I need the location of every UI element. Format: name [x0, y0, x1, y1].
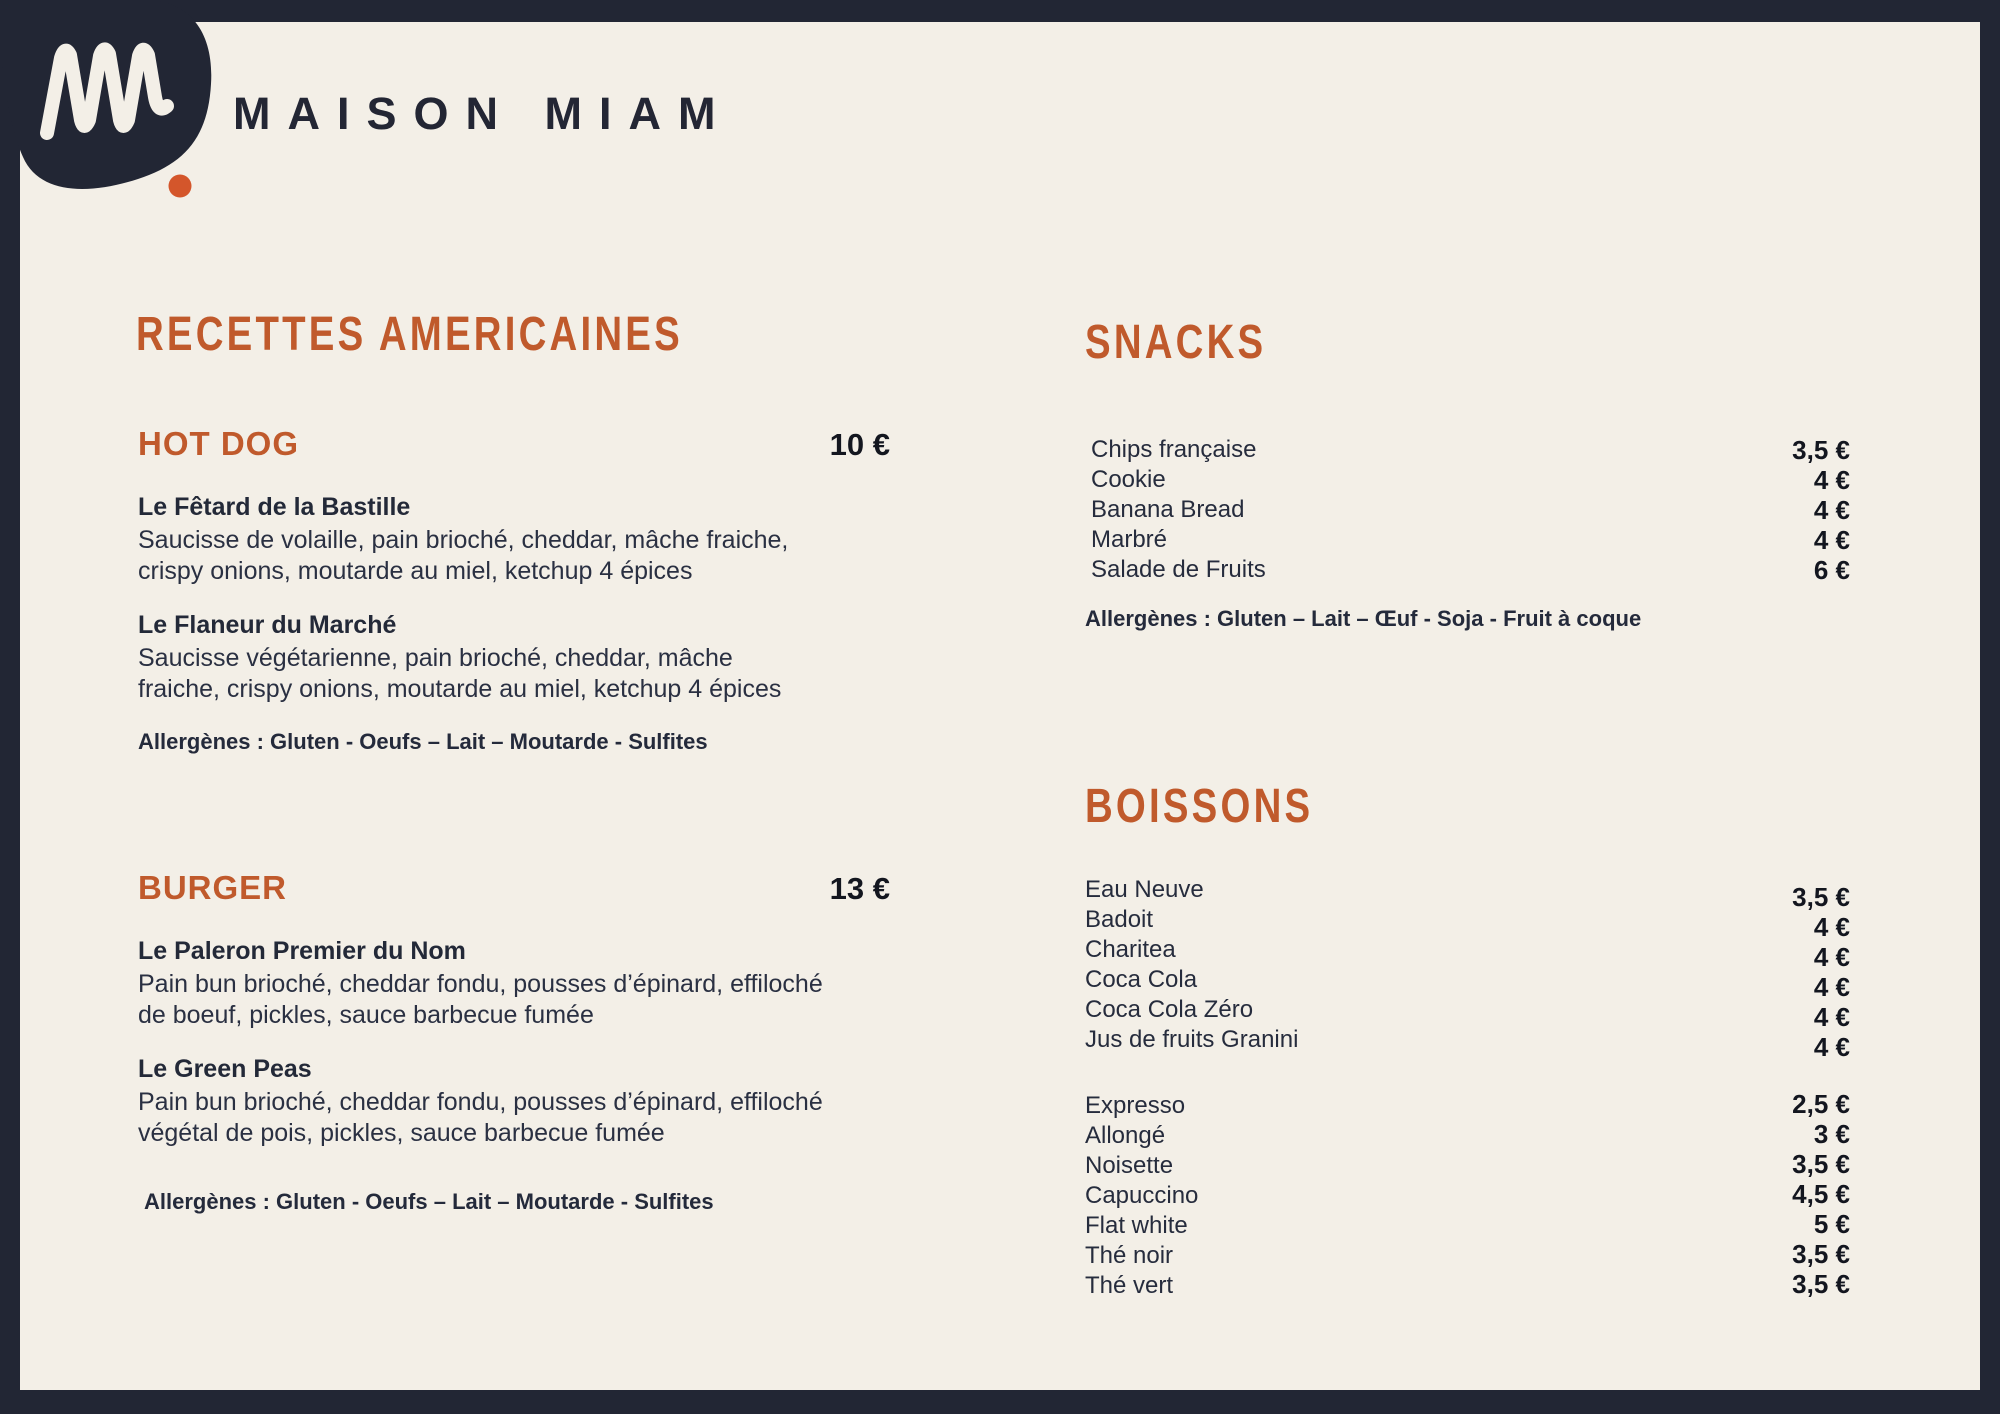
burger-heading: BURGER	[138, 869, 288, 906]
list-item: Noisette 3,5 €	[1085, 1150, 1850, 1180]
hot-dog-allergens: Allergènes : Gluten - Oeufs – Lait – Mou…	[138, 729, 708, 754]
item-price: 4 €	[1813, 525, 1850, 555]
snacks-group: SNACKS Chips française 3,5 € Cookie 4 € …	[1085, 316, 1850, 632]
list-item: Banana Bread 4 €	[1085, 494, 1850, 525]
dish-paleron: Le Paleron Premier du Nom Pain bun brioc…	[138, 937, 890, 1031]
item-price: 4 €	[1813, 972, 1850, 1002]
item-price: 4 €	[1813, 465, 1850, 495]
item-name: Eau Neuve	[1085, 876, 1204, 903]
item-name: Jus de fruits Granini	[1085, 1026, 1299, 1053]
item-price: 4 €	[1813, 912, 1850, 942]
item-name: Badoit	[1085, 906, 1154, 933]
item-name: Noisette	[1085, 1152, 1174, 1179]
menu-sheet	[20, 22, 1980, 1390]
logo-blob	[0, 0, 212, 189]
item-price: 5 €	[1813, 1209, 1850, 1239]
item-price: 4 €	[1813, 942, 1850, 972]
brand-squiggle-icon	[40, 42, 174, 140]
dish-name: Le Paleron Premier du Nom	[138, 937, 466, 965]
list-item: Chips française 3,5 €	[1085, 434, 1850, 465]
dish-name: Le Green Peas	[138, 1055, 312, 1083]
brand-dot-icon	[168, 174, 192, 198]
list-item: Coca Cola 4 €	[1085, 964, 1850, 1002]
brand-name: MAISON MIAM	[233, 88, 733, 139]
item-price: 3,5 €	[1792, 1239, 1850, 1269]
item-price: 3 €	[1813, 1119, 1850, 1149]
item-price: 4 €	[1813, 1032, 1850, 1062]
dish-description: Pain bun brioché, cheddar fondu, pousses…	[138, 970, 823, 1029]
snacks-allergens: Allergènes : Gluten – Lait – Œuf - Soja …	[1085, 606, 1642, 631]
list-item: Charitea 4 €	[1085, 934, 1850, 972]
dish-name: Le Flaneur du Marché	[138, 611, 397, 639]
list-item: Thé noir 3,5 €	[1085, 1240, 1850, 1270]
snacks-list: Chips française 3,5 € Cookie 4 € Banana …	[1085, 434, 1850, 585]
hot-dog-header: HOT DOG 10 €	[138, 424, 890, 465]
item-price: 2,5 €	[1792, 1089, 1850, 1119]
dish-fetard-bastille: Le Fêtard de la Bastille Saucisse de vol…	[138, 493, 890, 587]
burger-allergens: Allergènes : Gluten - Oeufs – Lait – Mou…	[144, 1189, 714, 1214]
item-price: 3,5 €	[1792, 882, 1850, 912]
item-price: 4,5 €	[1792, 1179, 1850, 1209]
item-name: Expresso	[1085, 1092, 1186, 1119]
burger-price: 13 €	[829, 871, 890, 906]
item-name: Salade de Fruits	[1091, 556, 1266, 583]
item-price: 6 €	[1813, 555, 1850, 585]
item-name: Banana Bread	[1091, 496, 1245, 523]
dish-green-peas: Le Green Peas Pain bun brioché, cheddar …	[138, 1055, 890, 1149]
list-item: Jus de fruits Granini 4 €	[1085, 1024, 1850, 1062]
list-item: Flat white 5 €	[1085, 1210, 1850, 1240]
dish-flaneur-marche: Le Flaneur du Marché Saucisse végétarien…	[138, 611, 890, 705]
item-price: 3,5 €	[1792, 1269, 1850, 1299]
item-name: Allongé	[1085, 1122, 1166, 1149]
list-item: Thé vert 3,5 €	[1085, 1270, 1850, 1300]
hot-dog-group: HOT DOG 10 € Le Fêtard de la Bastille Sa…	[138, 424, 890, 755]
item-name: Thé noir	[1085, 1242, 1174, 1269]
dish-description: Saucisse végétarienne, pain brioché, che…	[138, 644, 782, 703]
item-name: Flat white	[1085, 1212, 1188, 1239]
brand-logo	[0, 0, 212, 198]
list-item: Capuccino 4,5 €	[1085, 1180, 1850, 1210]
hot-drinks-list: Expresso 2,5 € Allongé 3 € Noisette 3,5 …	[1085, 1090, 1850, 1300]
item-name: Thé vert	[1085, 1272, 1174, 1299]
dish-name: Le Fêtard de la Bastille	[138, 493, 411, 521]
cold-drinks-list: Eau Neuve 3,5 € Badoit 4 € Charitea 4 € …	[1085, 874, 1850, 1062]
item-name: Charitea	[1085, 936, 1176, 963]
item-price: 3,5 €	[1792, 435, 1850, 465]
item-name: Coca Cola Zéro	[1085, 996, 1254, 1023]
list-item: Allongé 3 €	[1085, 1120, 1850, 1150]
list-item: Salade de Fruits 6 €	[1085, 554, 1850, 585]
section-title-boissons: BOISSONS	[1085, 780, 1314, 833]
list-item: Marbré 4 €	[1085, 524, 1850, 555]
item-name: Coca Cola	[1085, 966, 1198, 993]
item-price: 4 €	[1813, 1002, 1850, 1032]
boissons-group: BOISSONS Eau Neuve 3,5 € Badoit 4 € Char…	[1085, 780, 1850, 1300]
item-name: Cookie	[1091, 466, 1166, 493]
dish-description: Saucisse de volaille, pain brioché, ched…	[138, 526, 789, 585]
list-item: Badoit 4 €	[1085, 904, 1850, 942]
burger-header: BURGER 13 €	[138, 868, 890, 909]
item-name: Marbré	[1091, 526, 1168, 553]
list-item: Cookie 4 €	[1085, 464, 1850, 495]
section-title-snacks: SNACKS	[1085, 316, 1267, 369]
item-price: 4 €	[1813, 495, 1850, 525]
hot-dog-price: 10 €	[829, 427, 890, 462]
list-item: Eau Neuve 3,5 €	[1085, 874, 1850, 912]
section-title-recettes-americaines: RECETTES AMERICAINES	[136, 308, 683, 361]
burger-group: BURGER 13 € Le Paleron Premier du Nom Pa…	[138, 868, 890, 1215]
item-name: Capuccino	[1085, 1182, 1199, 1209]
item-price: 3,5 €	[1792, 1149, 1850, 1179]
list-item: Expresso 2,5 €	[1085, 1090, 1850, 1120]
hot-dog-heading: HOT DOG	[138, 425, 299, 462]
item-name: Chips française	[1091, 436, 1257, 463]
dish-description: Pain bun brioché, cheddar fondu, pousses…	[138, 1088, 823, 1147]
list-item: Coca Cola Zéro 4 €	[1085, 994, 1850, 1032]
